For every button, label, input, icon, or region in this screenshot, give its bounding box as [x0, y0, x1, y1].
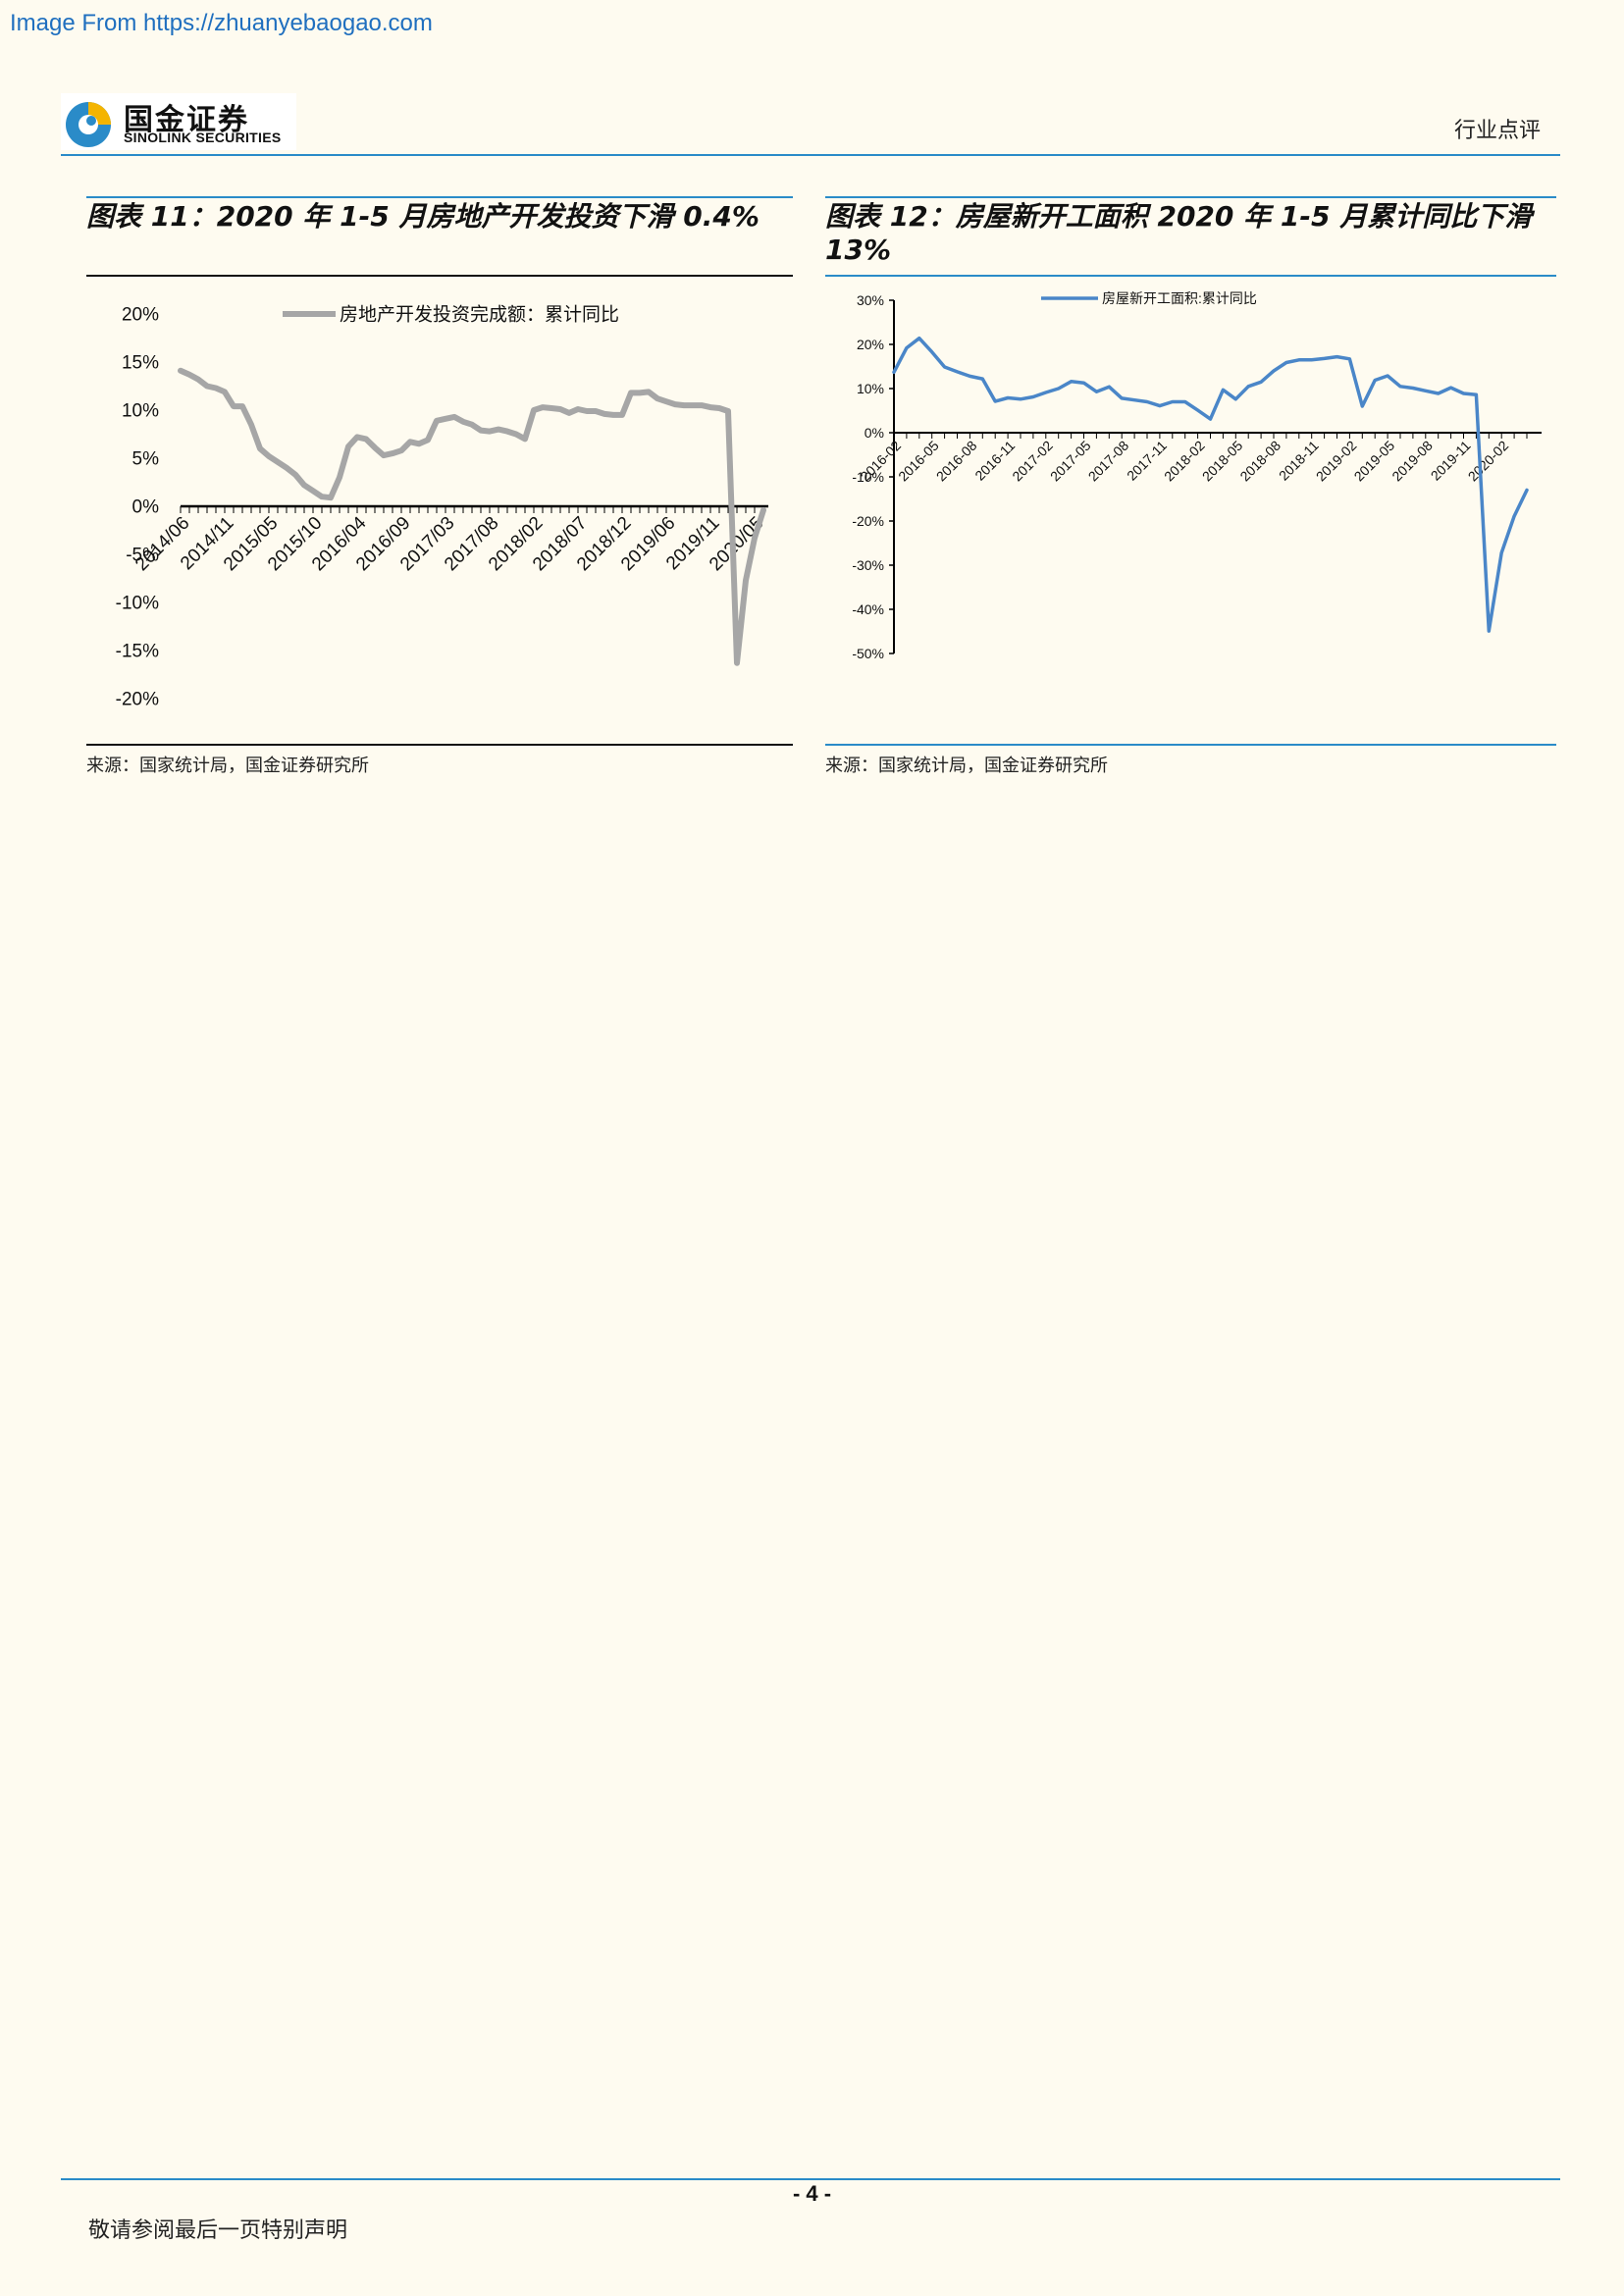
logo-chinese-name: 国金证券 — [124, 103, 249, 137]
y-tick-label: 10% — [122, 401, 159, 422]
series-line — [178, 367, 766, 666]
y-tick-label: 20% — [122, 305, 159, 326]
x-tick-label: 2019-05 — [1351, 438, 1398, 485]
y-tick-label: -30% — [852, 557, 884, 573]
series-line — [892, 336, 1529, 633]
y-tick-label: -10% — [116, 594, 159, 614]
legend-label: 房屋新开工面积:累计同比 — [1102, 290, 1257, 306]
x-tick-label: 2017-02 — [1009, 438, 1056, 485]
x-tick-label: 2016-08 — [933, 438, 980, 485]
x-tick-label: 2018-11 — [1276, 438, 1322, 484]
y-tick-label: 20% — [857, 337, 884, 352]
x-tick-label: 2017-05 — [1047, 438, 1094, 485]
report-type-label: 行业点评 — [1453, 119, 1541, 143]
x-tick-label: 2018-02 — [1161, 438, 1208, 485]
watermark-text[interactable]: Image From https://zhuanyebaogao.com — [10, 10, 433, 36]
figure-11-source: 来源：国家统计局，国金证券研究所 — [86, 756, 369, 776]
figure-12-title: 图表 12：房屋新开工面积 2020 年 1-5 月累计同比下滑 13% — [825, 198, 1556, 277]
y-tick-label: -5% — [126, 546, 159, 566]
figure-11-title: 图表 11：2020 年 1-5 月房地产开发投资下滑 0.4% — [86, 198, 793, 277]
y-tick-label: -40% — [852, 601, 884, 617]
y-tick-label: 0% — [864, 425, 884, 441]
y-tick-label: 15% — [122, 353, 159, 374]
company-logo: 国金证券 SINOLINK SECURITIES — [61, 93, 296, 150]
figure-11: 图表 11：2020 年 1-5 月房地产开发投资下滑 0.4% 20% 15% 1… — [86, 196, 793, 777]
y-tick-label: 5% — [132, 449, 160, 470]
y-tick-label: -10% — [852, 469, 884, 485]
x-tick-label: 2016-05 — [895, 438, 942, 485]
y-tick-label: 30% — [857, 292, 884, 308]
footer-divider — [61, 2178, 1560, 2180]
legend-label: 房地产开发投资完成额：累计同比 — [340, 304, 619, 326]
y-tick-label: -15% — [116, 642, 159, 662]
y-tick-label: -20% — [852, 513, 884, 529]
figure-12: 图表 12：房屋新开工面积 2020 年 1-5 月累计同比下滑 13% 30%… — [825, 196, 1556, 777]
page-header: 国金证券 SINOLINK SECURITIES 行业点评 — [61, 93, 1560, 156]
y-tick-label: -50% — [852, 646, 884, 661]
x-tick-label: 2017-08 — [1085, 438, 1132, 485]
x-tick-label: 2017-11 — [1124, 438, 1170, 484]
x-tick-label: 2019-02 — [1313, 438, 1360, 485]
x-tick-label: 2019-08 — [1388, 438, 1436, 485]
disclaimer-text: 敬请参阅最后一页特别声明 — [88, 2218, 348, 2243]
x-tick-label: 2019-11 — [1428, 438, 1474, 484]
y-tick-label: 0% — [132, 497, 160, 518]
real-estate-investment-chart: 20%15%10%5%0%-5%-10%-15%-20%2014/062014/… — [116, 304, 768, 710]
figure-12-chart-area: 30% 20% 10% 0% -10% -20% -30% -40% -50% 2016-02 20… — [825, 277, 1556, 746]
logo-english-name: SINOLINK SECURITIES — [124, 130, 282, 145]
y-tick-label: -20% — [116, 690, 159, 710]
page-number: - 4 - — [792, 2181, 832, 2206]
figure-12-source: 来源：国家统计局，国金证券研究所 — [825, 756, 1108, 776]
sinolink-logo-icon — [66, 102, 111, 147]
figure-11-chart-area: 20% 15% 10% 5% 0% -5% -10% -15% -20% 2014/06 2014/… — [86, 277, 793, 746]
x-tick-label: 2020-02 — [1465, 438, 1512, 485]
x-tick-label: 2018-08 — [1236, 438, 1283, 485]
x-tick-label: 2018-05 — [1199, 438, 1246, 485]
new-construction-area-chart: 30%20%10%0%-10%-20%-30%-40%-50%2016-0220… — [852, 290, 1542, 661]
x-tick-label: 2016-11 — [971, 438, 1018, 484]
y-tick-label: 10% — [857, 381, 884, 396]
